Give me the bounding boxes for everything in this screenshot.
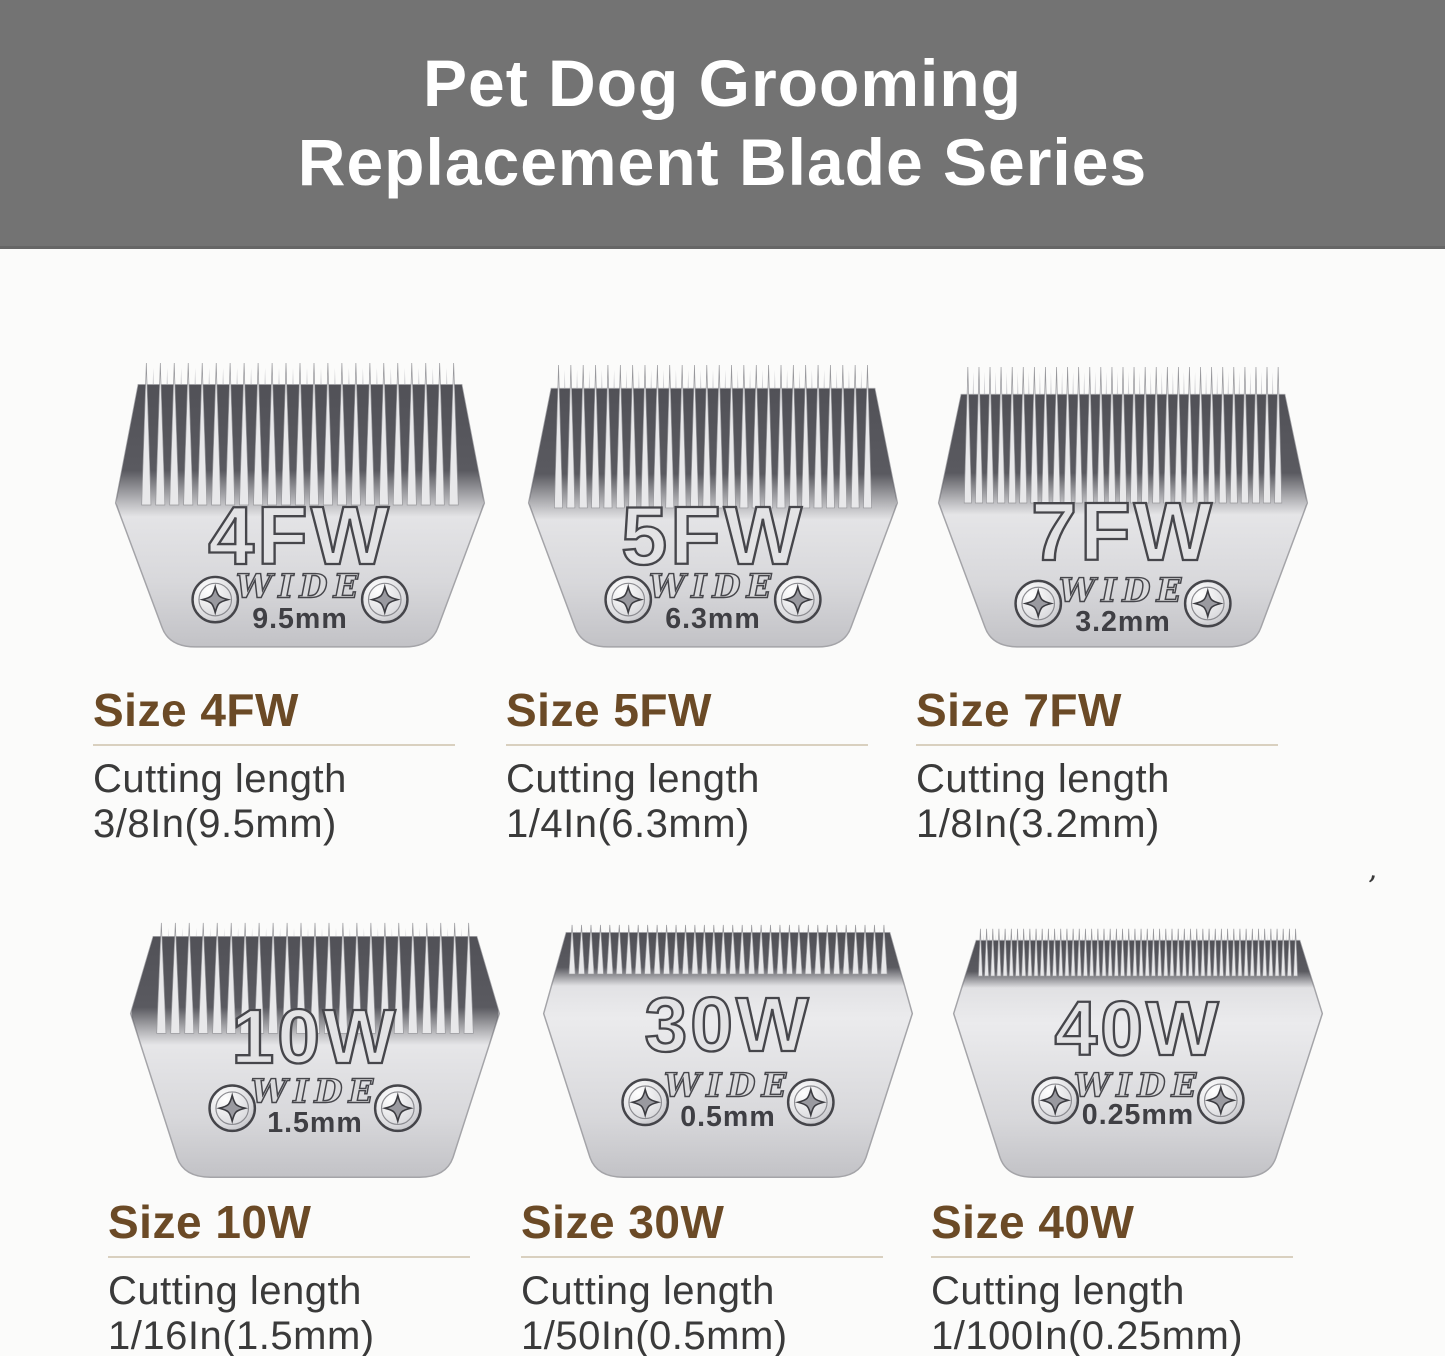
blade-cutter-slots: [529, 388, 897, 520]
cutting-length-value: 1/4In(6.3mm): [506, 802, 750, 846]
blade-mm-engraving: 0.25mm: [1082, 1099, 1194, 1131]
blade-cutter-slots: [544, 932, 912, 986]
blade-size-engraving: 7FW: [1031, 485, 1215, 578]
size-heading: Size 30W: [521, 1196, 725, 1248]
product-cell-7fw: 7FW WIDE 3.2mm Size 7FW Cutting length 1…: [916, 355, 1348, 847]
blade-front-teeth: [554, 364, 872, 509]
caption-30w: Size 30W Cutting length 1/50In(0.5mm): [521, 1197, 931, 1356]
cutting-length-label: Cutting length: [108, 1269, 362, 1313]
product-cell-4fw: 4FW WIDE 9.5mm Size 4FW Cutting length 3…: [93, 355, 506, 847]
screw-icon: [773, 575, 822, 624]
product-cell-5fw: 5FW WIDE 6.3mm Size 5FW Cutting length 1…: [506, 355, 916, 847]
blade-image-30w: 30W WIDE 0.5mm: [521, 915, 931, 1191]
size-heading: Size 4FW: [93, 684, 299, 736]
blade-front-teeth: [978, 928, 1298, 977]
blade-image-4fw: 4FW WIDE 9.5mm: [93, 355, 506, 651]
screw-icon: [786, 1078, 835, 1127]
screw-icon: [621, 1078, 670, 1127]
blade-vector: 10W WIDE 1.5mm: [129, 922, 501, 1178]
stray-mark: ’: [1363, 869, 1378, 906]
heading-divider: [916, 744, 1278, 746]
blade-vector: 5FW WIDE 6.3mm: [527, 364, 899, 648]
caption-40w: Size 40W Cutting length 1/100In(0.25mm): [931, 1197, 1363, 1356]
blade-wide-engraving: WIDE: [664, 1065, 792, 1104]
blade-wide-engraving: WIDE: [1059, 571, 1187, 610]
heading-divider: [521, 1256, 883, 1258]
cutting-length-value: 1/8In(3.2mm): [916, 802, 1160, 846]
product-cell-10w: 10W WIDE 1.5mm Size 10W Cutting length 1…: [108, 915, 521, 1356]
heading-divider: [931, 1256, 1293, 1258]
blade-image-10w: 10W WIDE 1.5mm: [108, 915, 521, 1191]
blade-mm-engraving: 3.2mm: [1075, 606, 1170, 638]
caption-4fw: Size 4FW Cutting length 3/8In(9.5mm): [93, 685, 506, 847]
blade-mm-engraving: 0.5mm: [680, 1101, 775, 1133]
screw-icon: [191, 575, 240, 624]
blade-size-engraving: 4FW: [208, 489, 392, 582]
screw-icon: [360, 575, 409, 624]
cutting-length-label: Cutting length: [93, 757, 347, 801]
blade-size-engraving: 10W: [232, 994, 399, 1080]
blade-front-teeth: [568, 924, 888, 975]
screw-icon: [208, 1084, 257, 1133]
blade-size-engraving: 5FW: [621, 489, 805, 582]
screw-icon: [373, 1084, 422, 1133]
size-heading: Size 10W: [108, 1196, 312, 1248]
page-title-line2: Replacement Blade Series: [297, 125, 1148, 199]
blade-image-5fw: 5FW WIDE 6.3mm: [506, 355, 916, 651]
caption-5fw: Size 5FW Cutting length 1/4In(6.3mm): [506, 685, 916, 847]
caption-7fw: Size 7FW Cutting length 1/8In(3.2mm): [916, 685, 1348, 847]
screw-icon: [1031, 1076, 1080, 1125]
blade-front-teeth: [156, 922, 474, 1034]
blade-mm-engraving: 9.5mm: [252, 603, 347, 635]
cutting-length-label: Cutting length: [916, 757, 1170, 801]
blade-front-teeth: [141, 363, 459, 506]
cutting-length-label: Cutting length: [506, 757, 760, 801]
cutting-length-label: Cutting length: [521, 1269, 775, 1313]
cutting-length-value: 1/100In(0.25mm): [931, 1314, 1244, 1356]
header-banner: Pet Dog Grooming Replacement Blade Serie…: [0, 0, 1445, 249]
blade-size-engraving: 30W: [645, 982, 812, 1068]
heading-divider: [93, 744, 455, 746]
blade-mm-engraving: 6.3mm: [665, 603, 760, 635]
blade-vector: 7FW WIDE 3.2mm: [937, 366, 1309, 648]
product-cell-40w: 40W WIDE 0.25mm Size 40W Cutting length …: [931, 915, 1363, 1356]
blade-mm-engraving: 1.5mm: [267, 1107, 362, 1139]
heading-divider: [108, 1256, 470, 1258]
blade-front-teeth: [963, 366, 1283, 504]
blade-wide-engraving: WIDE: [251, 1071, 379, 1110]
page-title-line1: Pet Dog Grooming: [423, 46, 1022, 120]
screw-icon: [1183, 579, 1232, 628]
blade-wide-engraving: WIDE: [236, 567, 364, 606]
caption-10w: Size 10W Cutting length 1/16In(1.5mm): [108, 1197, 521, 1356]
blade-size-engraving: 40W: [1055, 986, 1222, 1072]
product-cell-30w: 30W WIDE 0.5mm Size 30W Cutting length 1…: [521, 915, 931, 1356]
blade-wide-engraving: WIDE: [649, 567, 777, 606]
blade-image-40w: 40W WIDE 0.25mm: [931, 915, 1363, 1191]
cutting-length-value: 1/50In(0.5mm): [521, 1314, 788, 1356]
screw-icon: [1196, 1076, 1245, 1125]
size-heading: Size 7FW: [916, 684, 1122, 736]
blade-vector: 4FW WIDE 9.5mm: [114, 363, 486, 648]
blade-image-7fw: 7FW WIDE 3.2mm: [916, 355, 1348, 651]
blade-row-top: 4FW WIDE 9.5mm Size 4FW Cutting length 3…: [0, 355, 1445, 847]
screw-icon: [1014, 579, 1063, 628]
cutting-length-value: 3/8In(9.5mm): [93, 802, 337, 846]
heading-divider: [506, 744, 868, 746]
blade-row-bottom: 10W WIDE 1.5mm Size 10W Cutting length 1…: [0, 915, 1445, 1356]
cutting-length-label: Cutting length: [931, 1269, 1185, 1313]
cutting-length-value: 1/16In(1.5mm): [108, 1314, 375, 1356]
blade-vector: 30W WIDE 0.5mm: [542, 924, 914, 1178]
size-heading: Size 5FW: [506, 684, 712, 736]
blade-vector: 40W WIDE 0.25mm: [952, 928, 1324, 1178]
blade-wide-engraving: WIDE: [1074, 1065, 1202, 1104]
screw-icon: [604, 575, 653, 624]
size-heading: Size 40W: [931, 1196, 1135, 1248]
